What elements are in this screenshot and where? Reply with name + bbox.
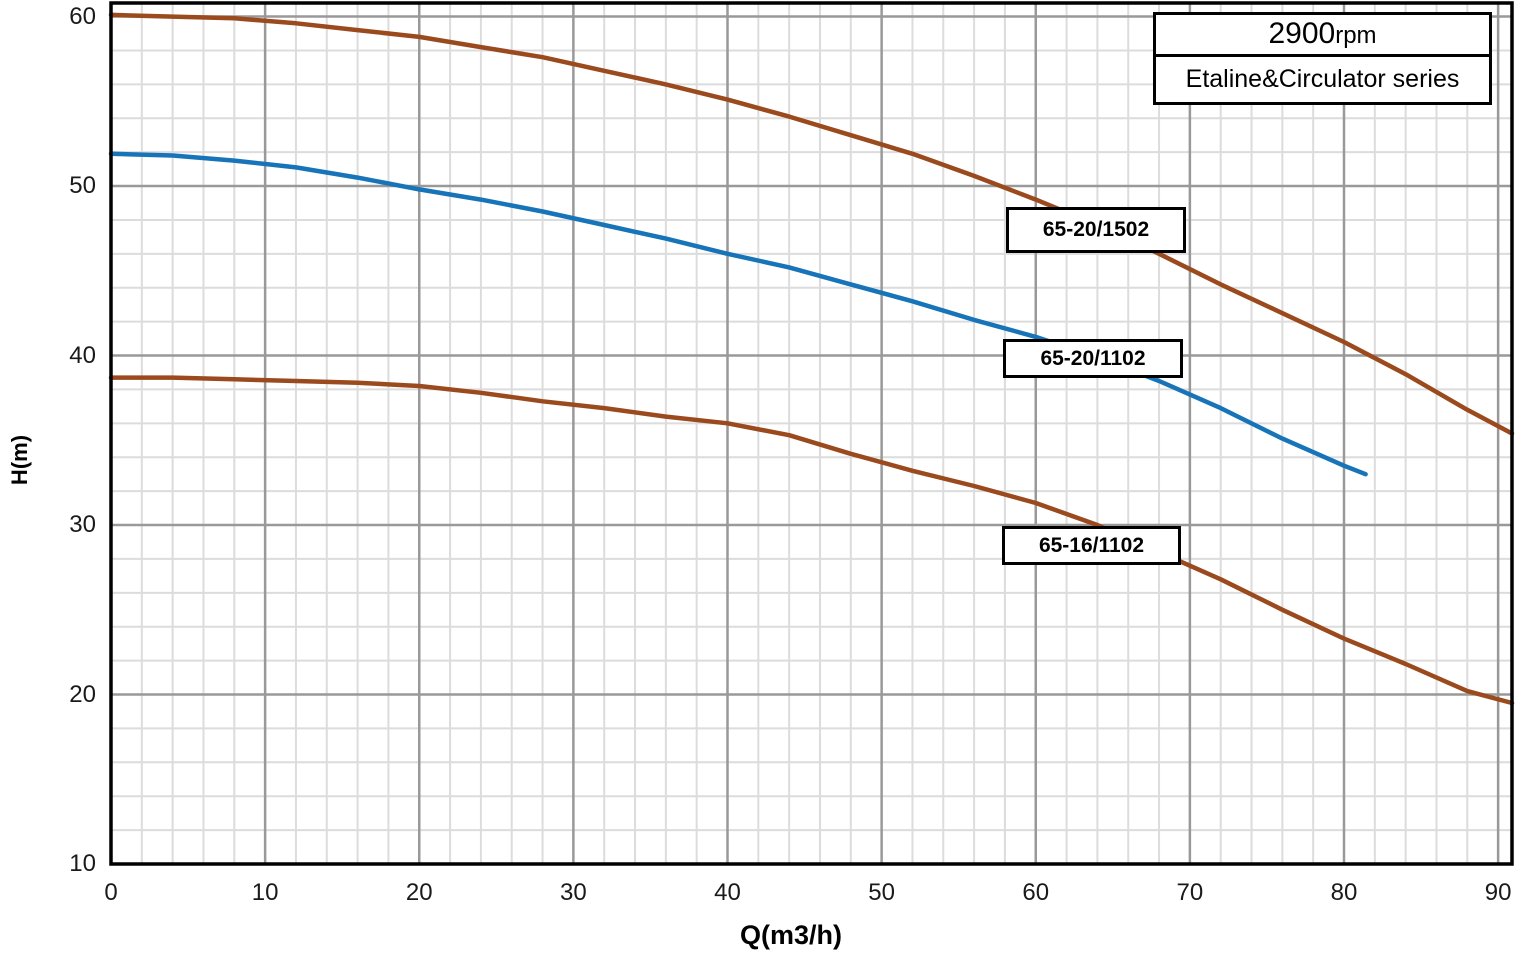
x-tick-label: 30 [560, 879, 587, 906]
y-tick-label: 40 [69, 341, 96, 369]
chart-title-box: 2900 rpm Etaline&Circulator series [1153, 12, 1492, 105]
x-axis-title: Q(m3/h) [739, 920, 842, 950]
x-tick-label: 90 [1484, 879, 1512, 906]
x-tick-label: 0 [104, 879, 118, 906]
x-tick-label: 10 [251, 879, 279, 906]
curve-label-65-16-1102: 65-16/1102 [1002, 526, 1181, 565]
x-tick-label: 80 [1330, 879, 1358, 906]
y-tick-label: 20 [69, 680, 96, 708]
rpm-suffix: rpm [1335, 22, 1377, 49]
chart-title-series: Etaline&Circulator series [1185, 65, 1460, 93]
y-tick-label: 30 [69, 511, 96, 539]
chart-title-rpm: 2900 rpm [1156, 15, 1489, 57]
x-tick-label: 70 [1176, 879, 1204, 906]
rpm-value: 2900 [1268, 17, 1336, 50]
x-tick-label: 20 [405, 879, 433, 906]
y-tick-label: 10 [69, 850, 96, 877]
y-tick-label: 60 [69, 2, 96, 30]
x-tick-label: 50 [868, 879, 895, 906]
y-tick-label: 50 [69, 172, 96, 200]
curve-label-65-20-1102: 65-20/1102 [1003, 339, 1183, 378]
x-tick-label: 60 [1022, 879, 1050, 906]
curve-label-65-20-1502: 65-20/1502 [1006, 207, 1186, 253]
x-tick-label: 40 [714, 879, 741, 906]
y-axis-title: H(m) [7, 434, 32, 486]
